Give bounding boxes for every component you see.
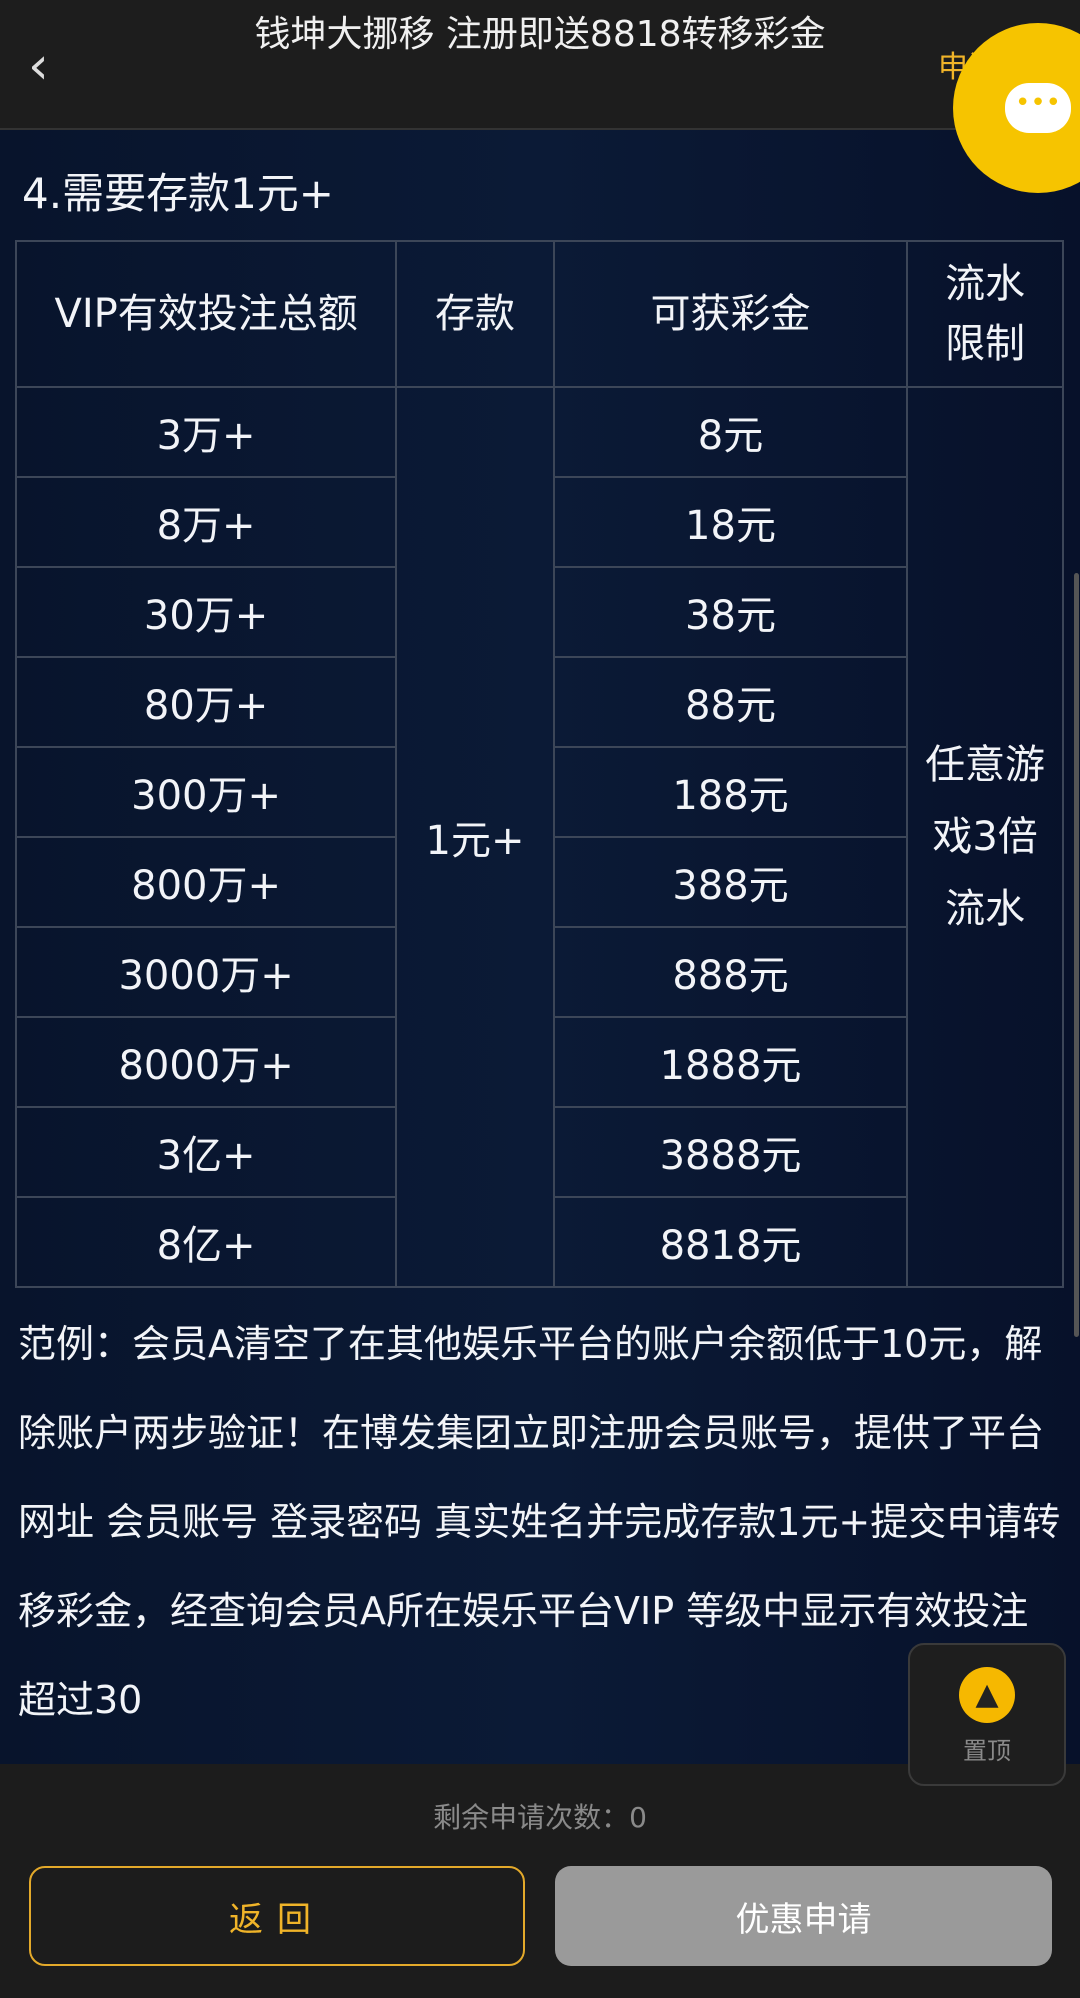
table-row: 3万+ 1元+ 8元 任意游戏3倍流水: [14, 386, 1064, 1288]
back-button[interactable]: 返回: [29, 1866, 525, 1966]
bonus-cell: 888元: [552, 926, 909, 1018]
vip-bet-cell: 3万+: [14, 386, 398, 478]
table-row: 8000万+ 1888元: [14, 1016, 1063, 1108]
vip-bet-cell: 8亿+: [14, 1196, 398, 1288]
vip-bet-cell: 30万+: [14, 566, 398, 658]
header: ‹ 钱坤大挪移 注册即送8818转移彩金 申请: [0, 0, 1080, 130]
table-row: 80万+ 88元: [14, 656, 1063, 748]
vip-bet-cell: 300万+: [14, 746, 398, 838]
bonus-cell: 388元: [552, 836, 909, 928]
bonus-cell: 18元: [552, 476, 909, 568]
vip-bet-cell: 8000万+: [14, 1016, 398, 1108]
table-row: 8万+ 18元: [14, 476, 1063, 568]
table-row: 8亿+ 8818元: [14, 1196, 1063, 1288]
back-to-top-label: 置顶: [963, 1737, 1011, 1765]
deposit-cell: 1元+: [395, 386, 555, 1288]
section-title: 4.需要存款1元+: [22, 169, 334, 218]
chat-button[interactable]: •••: [953, 23, 1080, 193]
bonus-table: VIP有效投注总额 存款 可获彩金 流水限制 3万+ 1元+ 8元 任意游戏3倍流水 8…: [14, 240, 1064, 1288]
page-title: 钱坤大挪移 注册即送8818转移彩金: [254, 14, 826, 55]
example-text: 范例：会员A清空了在其他娱乐平台的账户余额低于10元，解除账户两步验证！在博发集…: [18, 1322, 1061, 1722]
back-to-top-button[interactable]: ▲ 置顶: [908, 1643, 1066, 1786]
bonus-cell: 38元: [552, 566, 909, 658]
bonus-cell: 8818元: [552, 1196, 909, 1288]
turnover-cell: 任意游戏3倍流水: [906, 386, 1064, 1288]
rocket-icon: ▲: [959, 1667, 1015, 1723]
chat-bubble-icon: •••: [1005, 83, 1071, 133]
bonus-cell: 88元: [552, 656, 909, 748]
vip-bet-cell: 800万+: [14, 836, 398, 928]
bonus-cell: 188元: [552, 746, 909, 838]
bonus-cell: 3888元: [552, 1106, 909, 1198]
remaining-count: 剩余申请次数：0: [433, 1801, 647, 1834]
footer: 剩余申请次数：0 返回 优惠申请: [0, 1764, 1080, 1998]
vip-bet-cell: 3亿+: [14, 1106, 398, 1198]
header-cell: 存款: [395, 240, 555, 388]
scrollbar[interactable]: [1074, 573, 1079, 1337]
table-row: 30万+ 38元: [14, 566, 1063, 658]
bonus-cell: 1888元: [552, 1016, 909, 1108]
apply-button[interactable]: 优惠申请: [555, 1866, 1052, 1966]
table-row: 800万+ 388元: [14, 836, 1063, 928]
back-chevron-icon[interactable]: ‹: [28, 36, 49, 96]
bonus-cell: 8元: [552, 386, 909, 478]
header-cell: VIP有效投注总额: [14, 240, 398, 388]
table-row: 3000万+ 888元: [14, 926, 1063, 1018]
table-row: 3亿+ 3888元: [14, 1106, 1063, 1198]
vip-bet-cell: 3000万+: [14, 926, 398, 1018]
vip-bet-cell: 80万+: [14, 656, 398, 748]
vip-bet-cell: 8万+: [14, 476, 398, 568]
table-row: 300万+ 188元: [14, 746, 1063, 838]
header-cell: 可获彩金: [552, 240, 909, 388]
header-cell: 流水限制: [906, 240, 1064, 388]
content: 4.需要存款1元+ VIP有效投注总额 存款 可获彩金 流水限制 3万+ 1元+ 8…: [0, 130, 1080, 1764]
